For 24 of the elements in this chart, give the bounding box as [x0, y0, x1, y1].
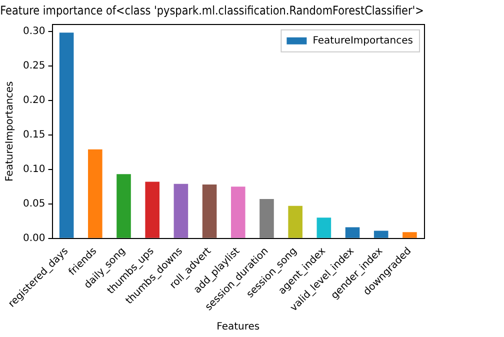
y-tick-label: 0.30 — [23, 26, 46, 37]
bar — [288, 206, 302, 238]
bar — [59, 32, 74, 238]
bar — [202, 184, 217, 238]
y-tick-label: 0.05 — [23, 198, 46, 210]
bar — [174, 184, 188, 238]
bar — [230, 186, 246, 238]
bar — [116, 174, 131, 238]
y-tick-label: 0.15 — [23, 129, 46, 140]
y-tick-label: 0.10 — [23, 164, 46, 175]
y-axis-title: FeatureImportances — [4, 81, 16, 182]
y-tick-label: 0.20 — [23, 94, 46, 106]
bar — [88, 149, 102, 238]
bar — [345, 227, 360, 238]
bar — [260, 199, 274, 238]
bar — [316, 218, 332, 238]
chart-title: Feature importance of<class 'pyspark.ml.classification.RandomForestClassifier'> — [0, 4, 424, 18]
legend-label: FeatureImportances — [312, 35, 414, 46]
y-tick-label: 0.00 — [23, 232, 46, 244]
bar — [145, 182, 160, 238]
y-tick-label: 0.25 — [23, 60, 46, 72]
bar — [374, 230, 388, 238]
bar — [402, 232, 417, 238]
x-axis-title: Features — [216, 322, 260, 333]
